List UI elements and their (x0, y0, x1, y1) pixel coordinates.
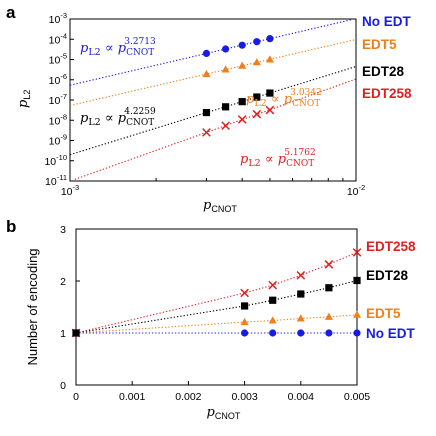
point-no-edt (241, 329, 249, 337)
panel-b-x-axis-label: pCNOT (207, 405, 241, 421)
y-tick-label: 10-8 (49, 112, 67, 127)
trend-line-edt5 (75, 314, 358, 334)
panel-a-data-points (202, 35, 275, 137)
point-no-edt (238, 41, 246, 49)
legend-edt28: EDT28 (362, 64, 405, 79)
point-edt258 (237, 115, 247, 124)
x-tick-label: 0.005 (344, 391, 370, 403)
legend-edt258: EDT258 (366, 239, 416, 254)
point-edt258 (202, 128, 211, 137)
legend-no-edt: No EDT (362, 14, 412, 29)
point-edt258 (265, 105, 275, 115)
panel-b-trend-lines (75, 251, 358, 334)
point-edt258 (252, 109, 262, 119)
legend-no-edt: No EDT (366, 326, 416, 341)
point-edt258 (352, 248, 362, 257)
point-edt258 (324, 260, 334, 269)
fit-label-edt5: pL2 ∝ pCNOT3.0342 (246, 88, 322, 109)
point-edt28 (222, 103, 230, 111)
point-edt28 (253, 93, 261, 101)
x-tick-label: 0.003 (231, 391, 257, 403)
point-no-edt (222, 45, 230, 53)
point-edt28 (353, 276, 361, 285)
panel-a-x-ticks: 10-3 10-2 (61, 176, 365, 198)
y-tick-label: 10-6 (49, 72, 67, 87)
point-edt5 (240, 317, 249, 326)
panel-b: b 0 0.001 0.002 0.003 0.004 0.005 0 1 2 3 EDT258… (6, 217, 416, 421)
fit-line-edt258 (74, 78, 357, 180)
point-edt5 (353, 310, 361, 318)
legend-edt28: EDT28 (366, 268, 409, 283)
point-edt5 (296, 314, 305, 322)
point-no-edt (269, 329, 277, 337)
panel-a-legend: No EDT EDT5 EDT28 EDT258 (362, 14, 412, 101)
point-edt28 (202, 108, 211, 117)
panel-b-plot-frame (75, 228, 358, 386)
point-edt5 (265, 55, 274, 63)
x-tick-label: 0 (73, 391, 79, 403)
x-tick-label: 0.004 (288, 391, 314, 403)
panel-a-y-axis-label: pL2 (16, 90, 32, 108)
point-edt28 (325, 284, 333, 292)
fit-line-edt28 (69, 66, 357, 156)
panel-b-y-ticks: 0 1 2 3 (60, 224, 80, 392)
point-edt5 (324, 312, 333, 320)
point-edt5 (268, 316, 277, 324)
y-tick-label: 1 (60, 328, 66, 340)
y-tick-label: 10-5 (49, 52, 67, 67)
point-no-edt (266, 35, 274, 43)
panel-a-y-ticks: 10-3 10-4 10-5 10-6 10-7 10-8 10-9 10-10 10-11 (44, 11, 74, 188)
point-no-edt (253, 38, 261, 46)
legend-edt258: EDT258 (362, 86, 412, 101)
panel-a: a 10-3 10-2 10-310-410-510-610-710-810-91… (6, 3, 412, 214)
legend-edt5: EDT5 (362, 37, 397, 52)
point-edt28 (269, 296, 277, 304)
point-edt258 (268, 280, 278, 290)
point-edt28 (266, 89, 274, 97)
point-edt258 (296, 270, 306, 280)
trend-line-edt28 (75, 279, 358, 334)
point-edt5 (202, 69, 211, 78)
point-edt28 (241, 302, 249, 310)
point-edt28 (238, 98, 246, 106)
y-tick-label: 10-4 (49, 31, 67, 46)
panel-b-x-ticks: 0 0.001 0.002 0.003 0.004 0.005 (73, 381, 370, 403)
y-tick-label: 10-11 (45, 173, 67, 188)
point-edt5 (252, 58, 261, 66)
panel-a-fit-labels: pL2 ∝ pCNOT3.2713 pL2 ∝ pCNOT3.0342 pL2 ∝ … (80, 37, 322, 169)
x-tick-label: 0.001 (119, 391, 145, 403)
point-no-edt (325, 329, 333, 337)
x-tick-label: 10-2 (347, 183, 365, 198)
x-tick-label: 0.002 (175, 391, 201, 403)
panel-a-letter: a (6, 3, 16, 22)
panel-b-y-axis-label: Number of encoding (25, 248, 40, 365)
panel-b-legend: EDT258 EDT28 EDT5 No EDT (366, 239, 416, 341)
point-edt5 (238, 61, 247, 69)
panel-a-x-axis-label: pCNOT (203, 198, 237, 214)
point-edt258 (240, 288, 249, 298)
point-no-edt (297, 329, 305, 337)
y-tick-label: 2 (60, 276, 66, 288)
fit-label-no-edt: pL2 ∝ pCNOT3.2713 (80, 37, 156, 58)
point-no-edt (202, 49, 211, 58)
panel-a-fit-lines (69, 19, 357, 180)
y-tick-label: 0 (60, 380, 66, 392)
y-tick-label: 10-3 (49, 11, 67, 26)
x-tick-label: 10-3 (61, 183, 79, 198)
point-no-edt (353, 329, 361, 337)
y-tick-label: 10-10 (44, 153, 67, 168)
legend-edt5: EDT5 (366, 306, 401, 321)
y-tick-label: 10-7 (49, 92, 67, 107)
trend-line-edt258 (75, 251, 358, 334)
fit-label-edt28: pL2 ∝ pCNOT4.2259 (80, 107, 156, 128)
point-edt258 (221, 121, 230, 130)
fit-line-edt5 (69, 38, 357, 107)
panel-b-letter: b (6, 217, 16, 236)
point-edt5 (221, 65, 230, 73)
point-edt28 (297, 290, 305, 298)
y-tick-label: 10-9 (49, 133, 67, 148)
y-tick-label: 3 (60, 224, 66, 236)
fit-label-edt258: pL2 ∝ pCNOT5.1762 (240, 148, 316, 169)
